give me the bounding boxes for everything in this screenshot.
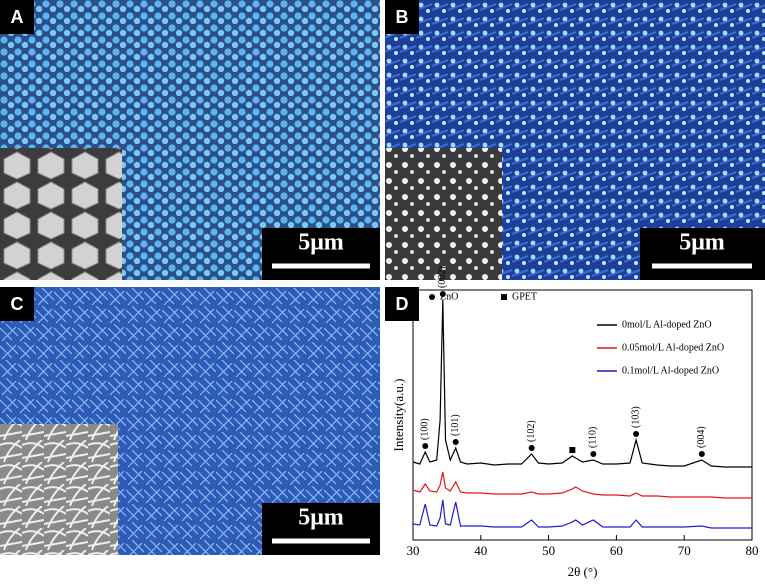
peak-label: (102) <box>526 420 537 442</box>
label-box <box>0 0 34 34</box>
legend-label: 0.1mol/L Al-doped ZnO <box>622 365 719 376</box>
inset-image <box>0 148 122 280</box>
panel-label: D <box>396 294 409 314</box>
panel-d: D 30 40 50 60 70 80 2θ (°) Intensity(a.u.) 0mol/… <box>385 266 759 579</box>
inset-image <box>385 148 502 280</box>
x-tick-label: 50 <box>542 543 555 558</box>
scale-bar-label: 5μm <box>298 230 344 256</box>
peak-label: (110) <box>588 427 599 448</box>
peak-label: (101) <box>450 414 461 436</box>
marker-square <box>501 294 507 300</box>
x-tick-label: 70 <box>678 543 691 558</box>
scale-box <box>262 228 380 280</box>
scale-bar-label: 5μm <box>679 230 725 256</box>
scale-box <box>640 228 765 280</box>
series-line <box>412 471 752 499</box>
x-tick-label: 60 <box>610 543 623 558</box>
marker-legend-label: ZnO <box>440 291 458 302</box>
marker-dot <box>429 294 435 300</box>
x-tick-label: 30 <box>407 543 420 558</box>
marker-dot <box>698 451 705 457</box>
panel-label: A <box>11 7 24 27</box>
panel-a: A 5μm <box>0 0 380 280</box>
peak-label: (004) <box>696 426 707 448</box>
scale-box <box>262 503 380 555</box>
scale-bar-label: 5μm <box>298 505 344 531</box>
marker-legend-label: GPET <box>512 291 537 302</box>
inset-image <box>0 424 118 555</box>
marker-dot <box>422 443 429 449</box>
marker-dot <box>590 451 597 457</box>
label-box <box>0 287 34 321</box>
x-tick-label: 40 <box>474 543 487 558</box>
panel-b: B 5μm <box>385 0 765 280</box>
x-axis-label: 2θ (°) <box>568 564 598 579</box>
marker-dot <box>633 431 640 437</box>
x-tick-label: 80 <box>746 543 759 558</box>
marker-square <box>569 447 576 453</box>
plot-frame <box>412 289 753 541</box>
legend-label: 0.05mol/L Al-doped ZnO <box>622 342 724 353</box>
label-box <box>385 0 419 34</box>
series-line <box>412 299 752 468</box>
peak-label: (002) <box>437 266 448 288</box>
series-line <box>412 499 752 529</box>
panel-c: C 5μm <box>0 287 380 555</box>
peak-label: (100) <box>420 418 431 440</box>
marker-dot <box>528 445 535 451</box>
panel-label: C <box>11 294 24 314</box>
peak-label: (103) <box>630 406 641 428</box>
y-axis-label: Intensity(a.u.) <box>391 379 406 452</box>
legend-label: 0mol/L Al-doped ZnO <box>622 319 712 330</box>
panel-label: B <box>396 7 409 27</box>
marker-dot <box>439 291 446 297</box>
marker-dot <box>452 439 459 445</box>
